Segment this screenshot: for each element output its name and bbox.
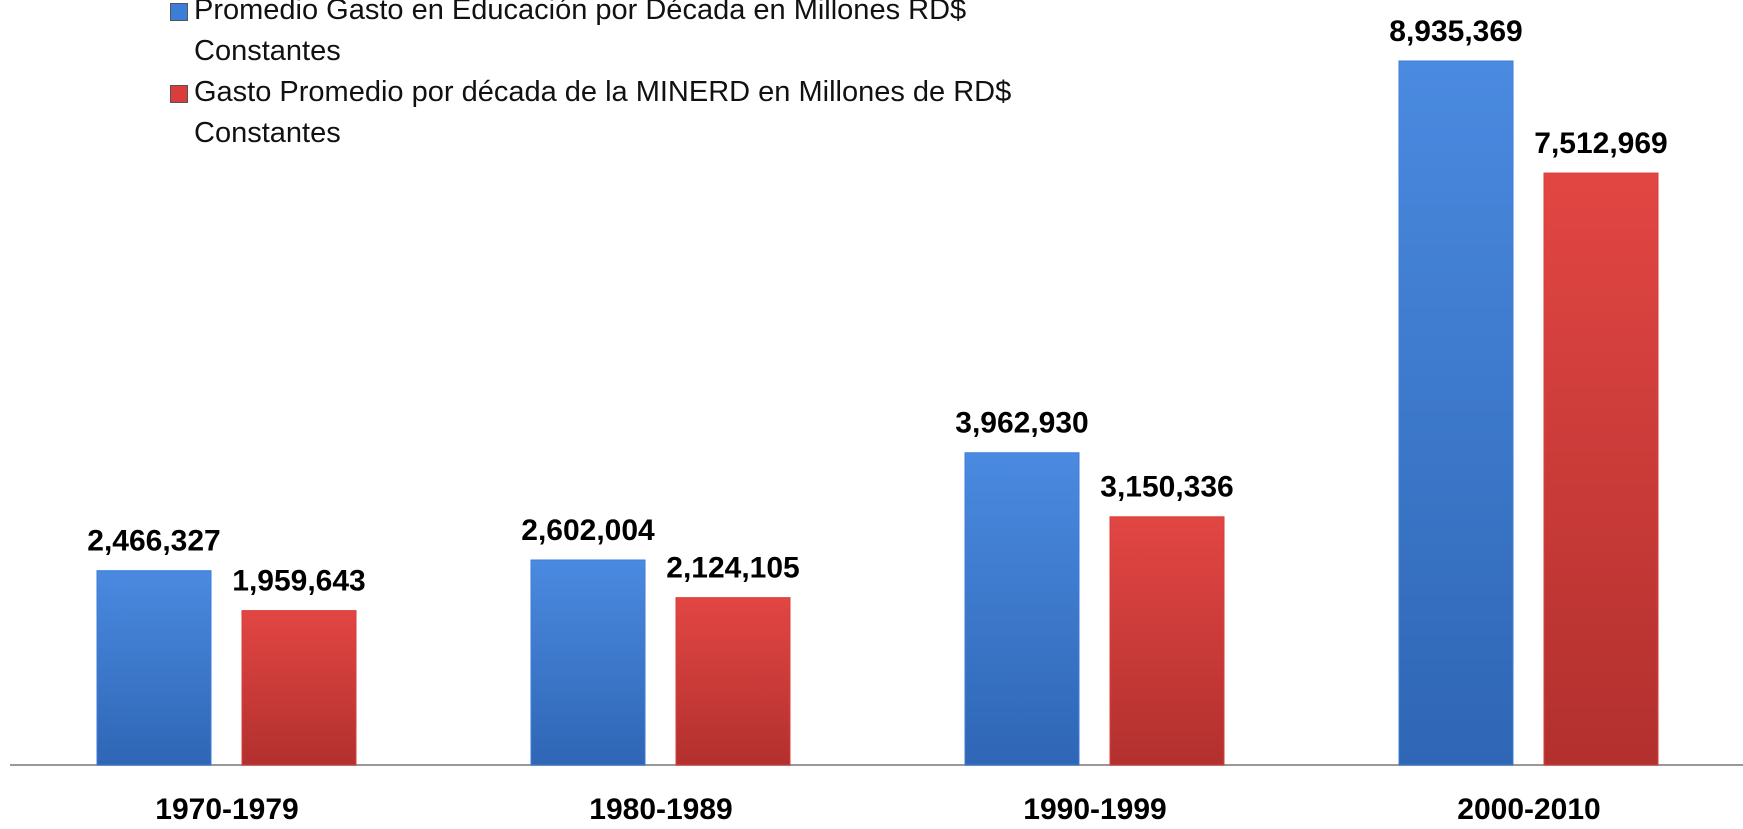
data-label: 3,150,336 bbox=[1100, 471, 1233, 504]
bar bbox=[241, 610, 357, 766]
data-label: 7,512,969 bbox=[1534, 127, 1667, 160]
x-tick-label: 1990-1999 bbox=[1023, 793, 1166, 826]
legend-item: Gasto Promedio por década de la MINERD e… bbox=[166, 72, 1066, 154]
x-tick-label: 1980-1989 bbox=[589, 793, 732, 826]
legend-swatch bbox=[170, 85, 188, 103]
data-label: 2,466,327 bbox=[87, 525, 220, 558]
data-label: 3,962,930 bbox=[955, 407, 1088, 440]
legend-item: Promedio Gasto en Educación por Década e… bbox=[166, 0, 1066, 72]
data-label: 8,935,369 bbox=[1389, 15, 1522, 48]
bar bbox=[964, 452, 1080, 766]
x-tick-label: 2000-2010 bbox=[1457, 793, 1600, 826]
bar bbox=[1398, 60, 1514, 766]
legend-label: Gasto Promedio por década de la MINERD e… bbox=[194, 76, 1012, 149]
bar bbox=[530, 559, 646, 766]
legend-label: Promedio Gasto en Educación por Década e… bbox=[194, 0, 967, 67]
bar bbox=[675, 597, 791, 766]
legend-swatch bbox=[170, 3, 188, 21]
x-tick-label: 1970-1979 bbox=[155, 793, 298, 826]
data-label: 2,124,105 bbox=[666, 552, 799, 585]
data-label: 1,959,643 bbox=[232, 565, 365, 598]
bar bbox=[1543, 172, 1659, 766]
bar bbox=[1109, 516, 1225, 766]
legend: Promedio Gasto en Educación por Década e… bbox=[166, 0, 1066, 154]
data-label: 2,602,004 bbox=[521, 514, 655, 547]
bar bbox=[96, 570, 212, 766]
